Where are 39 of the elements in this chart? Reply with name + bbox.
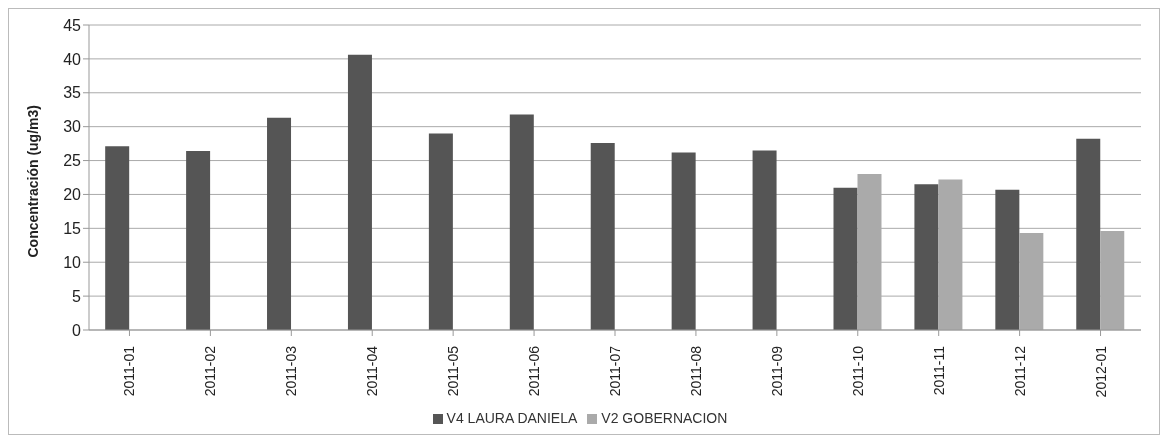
x-tick-label: 2011-12 [1011,345,1028,397]
bar [428,133,453,330]
legend-label: V4 LAURA DANIELA [446,410,578,426]
x-tick-label: 2011-08 [687,345,704,397]
y-tick-label: 5 [72,287,82,305]
bar [995,189,1020,330]
x-tick-label: 2011-01 [121,345,138,397]
bar [509,114,534,330]
y-tick-label: 40 [63,50,82,68]
bar [671,152,696,330]
x-tick-label: 2011-03 [283,345,300,397]
bar [590,142,615,330]
x-tick-label: 2011-11 [930,345,947,396]
x-tick-label: 2011-09 [768,345,785,397]
bar [752,150,777,330]
x-tick-label: 2011-10 [849,345,866,397]
bar [833,187,858,330]
y-tick-label: 35 [63,84,82,102]
bar [105,146,130,330]
x-tick-label: 2011-04 [364,345,381,397]
y-tick-label: 20 [63,186,82,204]
x-tick-label: 2012-01 [1092,345,1109,398]
y-axis-title: Concentración (ug/m3) [24,105,41,258]
bar [914,184,939,330]
y-tick-label: 0 [72,321,82,339]
bar [186,151,211,330]
y-tick-label: 45 [63,16,82,34]
y-tick-label: 10 [63,253,82,271]
bar [267,117,292,330]
y-tick-label: 30 [63,118,82,136]
bar [1076,138,1101,330]
x-tick-label: 2011-07 [607,345,623,397]
y-tick-label: 25 [63,152,82,170]
x-tick-label: 2011-06 [526,345,543,397]
x-tick-label: 2011-02 [202,345,219,397]
y-tick-label: 15 [63,220,82,238]
legend-label: V2 GOBERNACION [601,410,728,426]
bar [347,54,372,330]
x-tick-label: 2011-05 [445,345,462,397]
